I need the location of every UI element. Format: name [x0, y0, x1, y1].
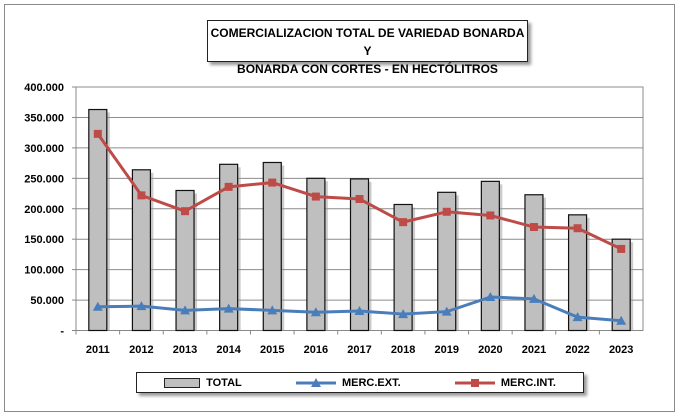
legend-label-merc-int: MERC.INT.	[500, 376, 556, 389]
y-tick-label: 50.000	[30, 295, 64, 307]
bar-2016	[306, 177, 326, 332]
x-tick-label: 2019	[434, 344, 458, 356]
bar-2020	[480, 180, 500, 332]
x-tick-label: 2021	[522, 344, 546, 356]
x-tick-label: 2014	[216, 344, 241, 356]
x-tick-label: 2018	[391, 344, 415, 356]
marker-square	[617, 244, 626, 253]
y-tick-label: 400.000	[24, 82, 64, 94]
legend-label-merc-ext: MERC.EXT.	[341, 376, 401, 389]
marker-square	[442, 207, 451, 216]
bar-2022	[567, 214, 588, 332]
legend-item-merc-int: MERC.INT.	[454, 376, 556, 389]
bar-2021	[524, 194, 544, 332]
marker-triangle	[310, 307, 321, 317]
marker-square	[224, 182, 233, 191]
bar-2019	[437, 191, 457, 332]
marker-triangle	[528, 293, 539, 303]
bar-2011	[88, 108, 108, 332]
y-tick-label: 100.000	[24, 265, 64, 277]
legend-triangle-line-icon	[295, 377, 336, 387]
bar-2017	[349, 178, 370, 332]
marker-triangle	[441, 306, 452, 316]
marker-square	[486, 211, 495, 220]
marker-triangle	[267, 305, 278, 315]
bar-2012	[131, 169, 152, 332]
marker-square	[268, 178, 277, 187]
legend-item-merc-ext: MERC.EXT.	[295, 376, 401, 389]
bar-2015	[262, 161, 282, 332]
bar-2013	[175, 189, 195, 332]
marker-square	[355, 195, 364, 204]
marker-square	[137, 191, 146, 200]
y-tick-label: 200.000	[24, 204, 64, 216]
y-tick-label: 150.000	[24, 234, 64, 246]
marker-square	[399, 218, 408, 227]
x-tick-label: 2012	[129, 344, 153, 356]
legend-square-line-icon	[454, 378, 495, 387]
legend-item-total: TOTAL	[164, 377, 242, 389]
marker-triangle	[354, 306, 365, 316]
y-tick-label: 300.000	[24, 143, 64, 155]
marker-square	[311, 192, 320, 201]
marker-triangle	[616, 315, 627, 325]
marker-triangle	[485, 292, 496, 302]
marker-square	[573, 224, 582, 233]
x-tick-label: 2017	[347, 344, 371, 356]
x-tick-label: 2023	[609, 344, 633, 356]
bar-2023	[611, 238, 631, 332]
marker-triangle	[572, 312, 583, 322]
marker-triangle	[136, 301, 147, 311]
x-tick-label: 2022	[565, 344, 589, 356]
x-tick-label: 2015	[260, 344, 284, 356]
bar-2018	[393, 203, 413, 332]
marker-square	[93, 129, 102, 138]
y-tick-label: -	[60, 326, 64, 338]
title-line-2: BONARDA CON CORTES - EN HECTÓLITROS	[237, 62, 498, 76]
title-line-1: COMERCIALIZACION TOTAL DE VARIEDAD BONAR…	[210, 26, 525, 58]
legend-label-total: TOTAL	[206, 376, 242, 389]
chart-title: COMERCIALIZACION TOTAL DE VARIEDAD BONAR…	[207, 20, 528, 76]
marker-square	[529, 223, 538, 232]
legend-bar-swatch-icon	[164, 377, 201, 388]
marker-triangle	[92, 301, 103, 311]
x-tick-label: 2020	[478, 344, 502, 356]
x-tick-label: 2011	[86, 344, 110, 356]
bar-2014	[219, 163, 239, 332]
legend: TOTAL MERC.EXT. MERC.INT.	[136, 372, 584, 393]
x-tick-label: 2013	[173, 344, 197, 356]
y-tick-label: 350.000	[24, 112, 64, 124]
marker-square	[181, 207, 190, 216]
y-tick-label: 250.000	[24, 173, 64, 185]
marker-triangle	[398, 309, 409, 319]
x-tick-label: 2016	[304, 344, 328, 356]
chart-frame	[4, 4, 675, 412]
marker-triangle	[223, 303, 234, 313]
marker-triangle	[180, 305, 191, 315]
